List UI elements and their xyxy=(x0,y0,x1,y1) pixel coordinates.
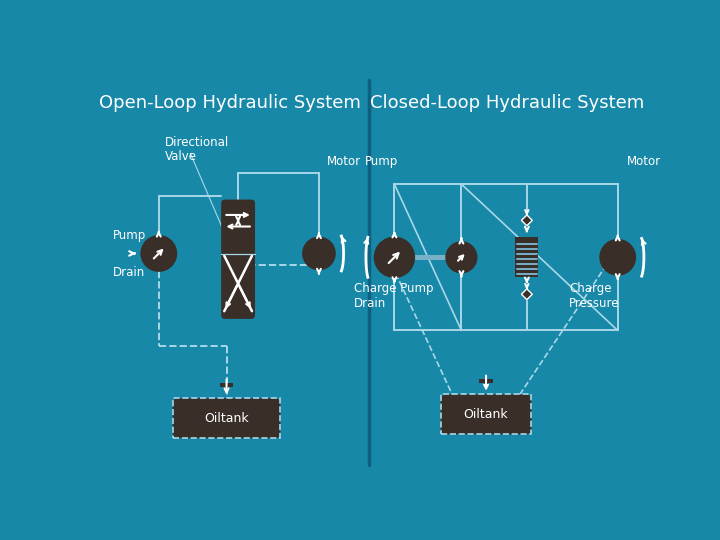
Bar xyxy=(441,394,531,434)
Polygon shape xyxy=(521,289,532,300)
Text: Pump: Pump xyxy=(113,230,147,242)
Ellipse shape xyxy=(446,242,477,273)
Text: Closed-Loop Hydraulic System: Closed-Loop Hydraulic System xyxy=(371,94,644,112)
Bar xyxy=(225,387,228,392)
Bar xyxy=(415,255,454,260)
Ellipse shape xyxy=(600,240,636,275)
Ellipse shape xyxy=(141,236,176,271)
Text: Oiltank: Oiltank xyxy=(464,408,508,421)
Text: Motor: Motor xyxy=(327,154,361,167)
Text: Motor: Motor xyxy=(627,154,661,167)
Ellipse shape xyxy=(374,237,415,278)
Ellipse shape xyxy=(303,237,335,269)
Bar xyxy=(484,383,488,388)
Text: Open-Loop Hydraulic System: Open-Loop Hydraulic System xyxy=(99,94,361,112)
Bar xyxy=(220,383,233,387)
FancyBboxPatch shape xyxy=(441,394,531,434)
Text: Directional
Valve: Directional Valve xyxy=(165,136,229,164)
Bar xyxy=(173,398,281,438)
Bar xyxy=(479,379,493,383)
FancyBboxPatch shape xyxy=(221,200,255,319)
Text: Drain: Drain xyxy=(113,266,145,279)
Text: Oiltank: Oiltank xyxy=(204,411,249,425)
FancyBboxPatch shape xyxy=(173,398,281,438)
Text: Charge Pump
Drain: Charge Pump Drain xyxy=(354,282,433,310)
Polygon shape xyxy=(521,215,532,226)
Text: Charge
Pressure: Charge Pressure xyxy=(570,282,620,310)
Bar xyxy=(516,237,539,278)
Text: Pump: Pump xyxy=(365,154,398,167)
